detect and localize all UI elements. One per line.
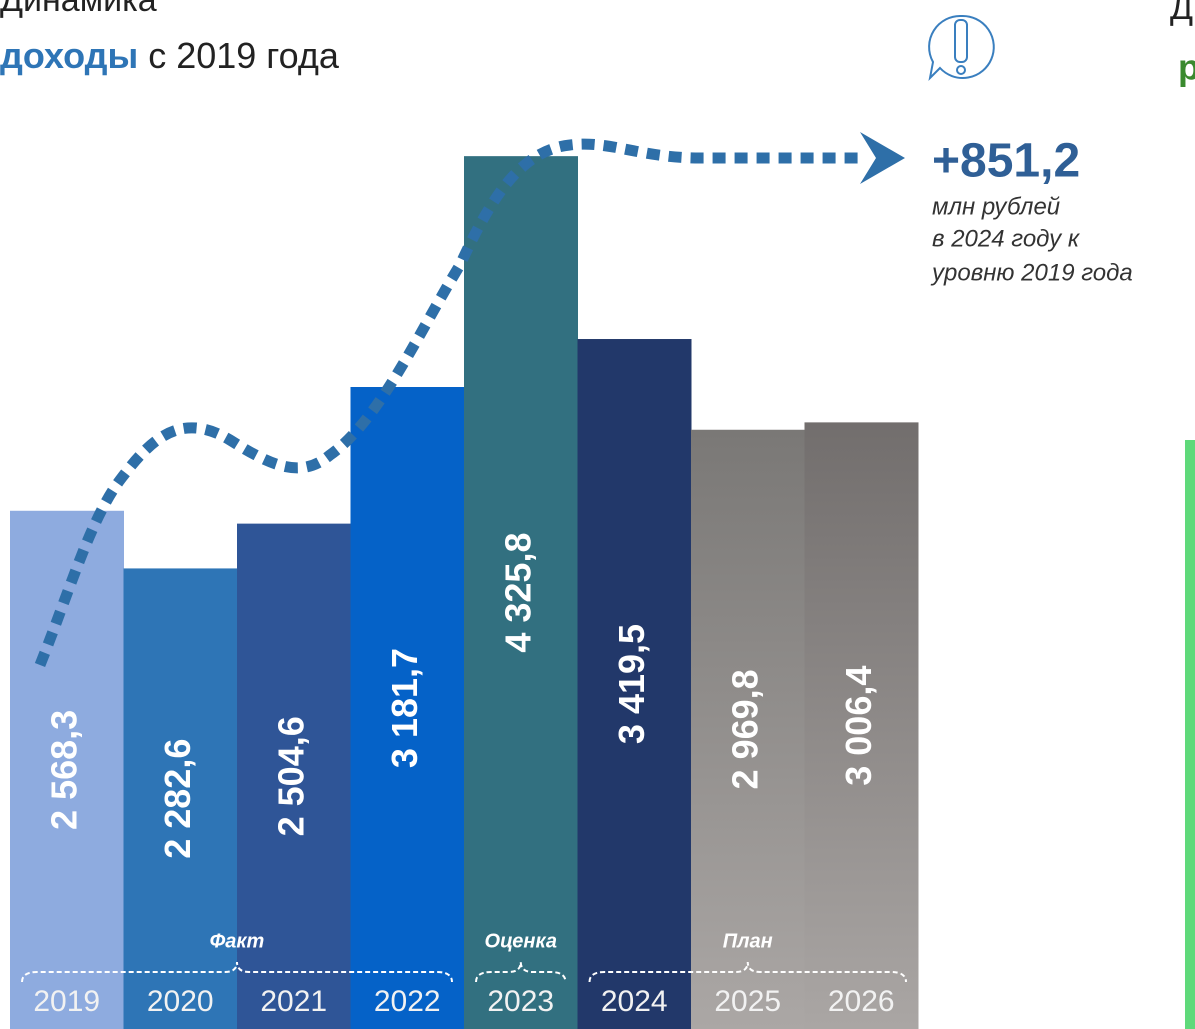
annotation-line: млн рублей (932, 193, 1060, 220)
group-label: План (723, 930, 773, 952)
bar (123, 568, 238, 1029)
value-label: 4 325,8 (497, 533, 538, 653)
x-tick-label: 2026 (828, 985, 895, 1018)
value-label: 2 504,6 (270, 716, 311, 836)
value-label: 3 006,4 (838, 666, 879, 786)
annotation-line: уровню 2019 года (930, 259, 1133, 286)
group-brace (21, 961, 453, 983)
value-label: 2 282,6 (157, 739, 198, 859)
bar (237, 523, 351, 1029)
annotation-value: +851,2 (932, 135, 1080, 188)
bar (691, 429, 805, 1029)
x-tick-label: 2025 (714, 985, 781, 1018)
bar (464, 156, 578, 1029)
x-tick-label: 2021 (260, 985, 327, 1018)
group-brace (588, 961, 907, 983)
bar (804, 422, 919, 1029)
alert-icon (928, 14, 995, 81)
x-tick-label: 2022 (374, 985, 441, 1018)
value-label: 2 568,3 (43, 710, 84, 830)
bar (350, 387, 465, 1029)
x-tick-label: 2019 (33, 985, 100, 1018)
side-frame (1185, 440, 1195, 1029)
title: Динамика (0, 0, 157, 19)
arrow-head (860, 132, 905, 184)
subtitle: доходы с 2019 года (0, 35, 340, 76)
x-tick-label: 2020 (147, 985, 214, 1018)
right-fragment: р (1178, 47, 1195, 88)
x-tick-label: 2023 (487, 985, 554, 1018)
group-label: Оценка (485, 930, 557, 952)
right-fragment: Д (1170, 0, 1193, 27)
annotation-line: в 2024 году к (932, 225, 1081, 252)
value-label: 3 181,7 (384, 648, 425, 768)
title-rest: с 2019 года (148, 35, 340, 76)
title-highlight: доходы (0, 35, 138, 76)
group-label: Факт (210, 930, 265, 952)
value-label: 2 969,8 (724, 669, 765, 789)
trend-curve (34, 138, 860, 668)
group-brace (475, 961, 567, 983)
value-label: 3 419,5 (611, 624, 652, 744)
x-tick-label: 2024 (601, 985, 668, 1018)
bar (577, 339, 692, 1029)
